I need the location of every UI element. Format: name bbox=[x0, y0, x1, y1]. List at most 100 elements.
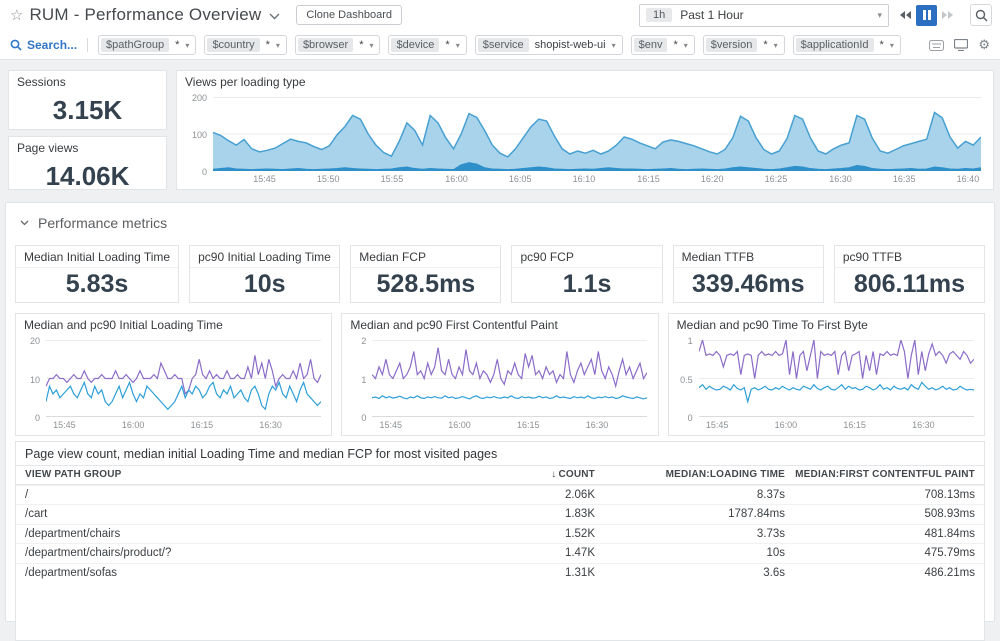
filter-browser[interactable]: $browser * ▾ bbox=[294, 35, 381, 55]
filter-version[interactable]: $version * ▾ bbox=[702, 35, 785, 55]
caret-down-icon: ▾ bbox=[185, 40, 190, 50]
caret-down-icon: ▾ bbox=[683, 40, 688, 50]
metric-value: 1.1s bbox=[562, 270, 612, 298]
keyboard-shortcuts-icon[interactable] bbox=[929, 39, 945, 51]
metric-value: 10s bbox=[243, 270, 286, 298]
variable-value: * bbox=[673, 39, 678, 51]
dashboard-tools: ⚙ bbox=[929, 37, 990, 53]
metric-title: pc90 TTFB bbox=[834, 246, 985, 268]
col-median-fcp[interactable]: MEDIAN:FIRST CONTENTFUL PAINT bbox=[795, 469, 975, 481]
cell-path: /department/chairs/product/? bbox=[25, 547, 172, 560]
sessions-widget[interactable]: Sessions 3.15K bbox=[8, 70, 167, 130]
filter-pathgroup[interactable]: $pathGroup * ▾ bbox=[98, 35, 197, 55]
cell-loading: 3.73s bbox=[756, 527, 785, 540]
metric-value: 339.46ms bbox=[691, 270, 805, 298]
time-range-selector[interactable]: 1h Past 1 Hour ▾ bbox=[639, 3, 889, 27]
cell-loading: 1787.84ms bbox=[728, 508, 785, 521]
variable-value: shopist-web-ui bbox=[534, 39, 606, 51]
forward-button[interactable] bbox=[937, 5, 958, 26]
timeseries-row: Median and pc90 Initial Loading Time 0 10… bbox=[15, 313, 985, 436]
variable-value: * bbox=[359, 39, 364, 51]
clone-dashboard-button[interactable]: Clone Dashboard bbox=[296, 5, 402, 25]
filter-country[interactable]: $country * ▾ bbox=[204, 35, 287, 55]
col-count[interactable]: ↓ COUNT bbox=[551, 469, 595, 481]
chart-plot-area[interactable] bbox=[213, 97, 981, 171]
search-button[interactable]: Search... bbox=[10, 38, 77, 52]
filter-device[interactable]: $device * ▾ bbox=[388, 35, 467, 55]
table-row[interactable]: /department/chairs 1.52K 3.73s 481.84ms bbox=[16, 523, 984, 544]
cell-count: 1.31K bbox=[564, 566, 595, 579]
sessions-value: 3.15K bbox=[52, 95, 123, 125]
table-row[interactable]: /cart 1.83K 1787.84ms 508.93ms bbox=[16, 504, 984, 524]
initial-loading-time-chart: Median and pc90 Initial Loading Time 0 10… bbox=[15, 313, 333, 436]
chart-title: Median and pc90 Time To First Byte bbox=[676, 318, 868, 332]
metric-title: Median Initial Loading Time bbox=[16, 246, 179, 268]
cell-count: 1.52K bbox=[564, 527, 595, 540]
time-range-label: Past 1 Hour bbox=[680, 8, 744, 22]
caret-down-icon: ▾ bbox=[773, 40, 778, 50]
backward-button[interactable] bbox=[895, 5, 916, 26]
cell-count: 1.83K bbox=[564, 508, 595, 521]
table-row[interactable]: / 2.06K 8.37s 708.13ms bbox=[16, 484, 984, 505]
caret-down-icon: ▾ bbox=[369, 40, 374, 50]
variable-name: $browser bbox=[297, 38, 354, 52]
metric-pc90-ttfb[interactable]: pc90 TTFB 806.11ms bbox=[833, 245, 986, 303]
cell-count: 1.47K bbox=[564, 547, 595, 560]
variable-value: * bbox=[175, 39, 180, 51]
section-collapse-icon[interactable] bbox=[20, 220, 29, 226]
table-row[interactable]: /department/sofas 1.31K 3.6s 486.21ms bbox=[16, 562, 984, 583]
variable-value: * bbox=[445, 39, 450, 51]
title-chevron-down-icon[interactable] bbox=[269, 13, 280, 20]
views-per-loading-type-widget: Views per loading type 0 100 200 15:45 15:5… bbox=[176, 70, 994, 190]
search-icon bbox=[10, 39, 22, 51]
chart-plot-area[interactable] bbox=[698, 340, 974, 417]
col-median-loading-time[interactable]: MEDIAN:LOADING TIME bbox=[665, 469, 785, 481]
variable-name: $country bbox=[207, 38, 260, 52]
variable-name: $service bbox=[477, 38, 529, 52]
dashboard-title: RUM - Performance Overview bbox=[29, 5, 262, 24]
caret-down-icon: ▾ bbox=[889, 40, 894, 50]
variable-value: * bbox=[265, 39, 270, 51]
filter-applicationid[interactable]: $applicationId * ▾ bbox=[792, 35, 901, 55]
table-header-row: VIEW PATH GROUP ↓ COUNT MEDIAN:LOADING TI… bbox=[16, 465, 984, 485]
pause-button[interactable] bbox=[916, 4, 937, 26]
cell-fcp: 481.84ms bbox=[924, 527, 975, 540]
caret-down-icon: ▾ bbox=[455, 40, 460, 50]
chart-plot-area[interactable] bbox=[372, 340, 648, 417]
fullscreen-search-icon[interactable] bbox=[970, 4, 992, 26]
performance-metrics-section: Performance metrics Median Initial Loadi… bbox=[5, 202, 995, 641]
filter-env[interactable]: $env * ▾ bbox=[630, 35, 695, 55]
x-axis: 15:45 16:00 16:15 16:30 bbox=[53, 420, 282, 430]
metric-title: pc90 Initial Loading Time bbox=[190, 246, 340, 268]
timeframe-controls bbox=[895, 4, 958, 26]
cell-fcp: 708.13ms bbox=[924, 488, 975, 501]
metric-pc90-loading-time[interactable]: pc90 Initial Loading Time 10s bbox=[189, 245, 341, 303]
settings-gear-icon[interactable]: ⚙ bbox=[978, 37, 990, 52]
top-pages-table: Page view count, median initial Loading … bbox=[15, 441, 985, 641]
variable-name: $version bbox=[705, 38, 758, 52]
divider bbox=[87, 38, 89, 52]
cell-loading: 8.37s bbox=[756, 488, 785, 501]
metric-median-loading-time[interactable]: Median Initial Loading Time 5.83s bbox=[15, 245, 180, 303]
col-view-path-group[interactable]: VIEW PATH GROUP bbox=[25, 469, 122, 481]
table-title: Page view count, median initial Loading … bbox=[25, 447, 498, 461]
caret-down-icon: ▾ bbox=[611, 40, 616, 50]
y-axis: 0 0.5 1 bbox=[680, 336, 693, 423]
metric-median-ttfb[interactable]: Median TTFB 339.46ms bbox=[672, 245, 824, 303]
fcp-chart: Median and pc90 First Contentful Paint 0… bbox=[341, 313, 659, 436]
page-views-widget[interactable]: Page views 14.06K bbox=[8, 136, 167, 191]
chart-plot-area[interactable] bbox=[46, 340, 321, 417]
metric-title: pc90 FCP bbox=[512, 246, 662, 268]
filter-service[interactable]: $service shopist-web-ui ▾ bbox=[474, 35, 623, 55]
metric-median-fcp[interactable]: Median FCP 528.5ms bbox=[350, 245, 502, 303]
tv-mode-icon[interactable] bbox=[954, 39, 969, 51]
variable-name: $device bbox=[391, 38, 440, 52]
metric-pc90-fcp[interactable]: pc90 FCP 1.1s bbox=[511, 245, 663, 303]
variable-value: * bbox=[763, 39, 768, 51]
metric-value: 806.11ms bbox=[853, 270, 966, 298]
chart-title: Median and pc90 Initial Loading Time bbox=[24, 318, 223, 332]
cell-count: 2.06K bbox=[564, 488, 595, 501]
table-row[interactable]: /department/chairs/product/? 1.47K 10s 4… bbox=[16, 543, 984, 563]
favorite-star-icon[interactable]: ☆ bbox=[10, 7, 24, 24]
